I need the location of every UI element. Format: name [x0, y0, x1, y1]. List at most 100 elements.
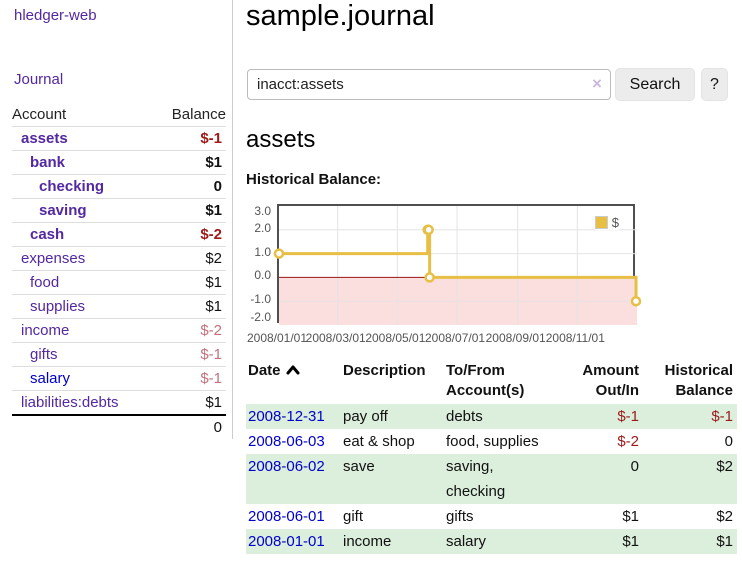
account-row: income $-2 [12, 318, 226, 342]
sidebar-account-link-supplies[interactable]: supplies [30, 298, 86, 315]
sidebar-account-link-income[interactable]: income [21, 322, 70, 339]
search-input[interactable] [247, 69, 611, 100]
account-row: supplies $1 [12, 294, 226, 318]
transaction-description: income [343, 533, 392, 550]
clear-search-icon[interactable]: × [592, 74, 602, 93]
register-col-date[interactable]: Date [246, 361, 343, 401]
x-tick-label: 2008/11/01 [545, 331, 605, 345]
register-col-balance: Historical Balance [664, 362, 733, 399]
sidebar-account-link-expenses[interactable]: expenses [21, 250, 86, 267]
transaction-date-link[interactable]: 2008-12-31 [248, 408, 325, 425]
sidebar-account-link-checking[interactable]: checking [39, 178, 105, 195]
transaction-accounts: gifts [446, 508, 474, 525]
accounts-col-account: Account [12, 106, 67, 123]
account-balance: $-2 [200, 226, 222, 243]
sidebar-item-journal[interactable]: Journal [14, 71, 64, 88]
account-balance: $-1 [200, 130, 222, 147]
transaction-date-link[interactable]: 2008-06-01 [248, 508, 325, 525]
accounts-col-balance: Balance [171, 106, 226, 123]
account-balance: $1 [205, 274, 222, 291]
transaction-accounts: debts [446, 408, 483, 425]
account-row: assets $-1 [12, 126, 226, 150]
y-tick-label: 1.0 [254, 244, 271, 259]
account-balance: $1 [205, 154, 222, 171]
account-row: saving $1 [12, 198, 226, 222]
accounts-total-value: 0 [213, 419, 222, 436]
transaction-amount: $-2 [617, 433, 639, 450]
account-balance: $-2 [200, 322, 222, 339]
accounts-table: Account Balance assets $-1 bank $1 checking 0… [12, 106, 226, 438]
x-tick-label: 2008/07/01 [424, 331, 486, 345]
transaction-date-link[interactable]: 2008-01-01 [248, 533, 325, 550]
chart-canvas [273, 206, 642, 325]
account-balance: $-1 [200, 370, 222, 387]
transaction-balance: 0 [724, 433, 733, 450]
transaction-accounts: food, supplies [446, 433, 539, 450]
chart-title: Historical Balance: [246, 171, 382, 188]
transaction-description: gift [343, 508, 364, 525]
sidebar-account-link-salary[interactable]: salary [30, 370, 71, 387]
account-row: cash $-2 [12, 222, 226, 246]
transaction-description: eat & shop [343, 433, 415, 450]
register-header-row: Date Description To/From Account(s) Amou… [246, 361, 737, 401]
sidebar-account-link-liabilities-debts[interactable]: liabilities:debts [21, 394, 119, 411]
y-tick-label: -2.0 [250, 310, 271, 324]
transaction-date-link[interactable]: 2008-06-02 [248, 458, 325, 475]
account-balance: $2 [205, 250, 222, 267]
transaction-description: save [343, 458, 375, 475]
x-tick-label: 2008/09/01 [485, 331, 546, 345]
register-row: 2008-06-01 gift gifts $1 $2 [246, 504, 737, 529]
historical-balance-chart: $ 3.0 2.0 1.0 0.0 -1.0 -2.0 2008/01/01 2008/03/… [245, 204, 715, 349]
sidebar-account-link-bank[interactable]: bank [30, 154, 66, 171]
page-title: sample.journal [246, 0, 435, 32]
transaction-description: pay off [343, 408, 388, 425]
account-heading: assets [246, 126, 316, 153]
sidebar-account-link-cash[interactable]: cash [30, 226, 65, 243]
legend-swatch-icon [594, 216, 608, 229]
chart-plot-area: $ [273, 204, 642, 325]
account-balance: $1 [205, 298, 222, 315]
transaction-accounts: saving, checking [446, 458, 506, 500]
sort-asc-icon [286, 365, 300, 375]
sidebar-account-link-food[interactable]: food [30, 274, 60, 291]
x-tick-label: 2008/03/01 [305, 331, 366, 345]
sidebar-account-link-saving[interactable]: saving [39, 202, 87, 219]
accounts-total-row: 0 [12, 414, 226, 438]
account-balance: 0 [213, 178, 222, 195]
chart-legend: $ [594, 215, 619, 230]
account-row: bank $1 [12, 150, 226, 174]
sidebar-account-link-gifts[interactable]: gifts [30, 346, 58, 363]
y-tick-label: 0.0 [254, 268, 271, 283]
y-tick-label: 3.0 [254, 204, 271, 218]
app-brand-link[interactable]: hledger-web [14, 7, 97, 24]
account-balance: $1 [205, 394, 222, 411]
y-tick-label: -1.0 [250, 292, 271, 307]
x-tick-label: 2008/05/01 [365, 331, 426, 345]
transaction-balance: $1 [716, 533, 733, 550]
help-button[interactable]: ? [701, 68, 728, 101]
search-button[interactable]: Search [615, 68, 695, 101]
register-row: 2008-01-01 income salary $1 $1 [246, 529, 737, 554]
account-row: expenses $2 [12, 246, 226, 270]
account-balance: $-1 [200, 346, 222, 363]
sidebar-account-link-assets[interactable]: assets [21, 130, 68, 147]
transaction-amount: $1 [622, 508, 639, 525]
transaction-balance: $2 [716, 508, 733, 525]
account-rows: assets $-1 bank $1 checking 0 saving $1 cash $-2 e… [12, 126, 226, 414]
transaction-amount: $-1 [617, 408, 639, 425]
register-col-description: Description [343, 362, 426, 379]
transaction-amount: $1 [622, 533, 639, 550]
account-row: checking 0 [12, 174, 226, 198]
transaction-balance: $2 [716, 458, 733, 475]
register-col-amount: Amount Out/In [582, 362, 639, 399]
account-row: gifts $-1 [12, 342, 226, 366]
register-row: 2008-12-31 pay off debts $-1 $-1 [246, 404, 737, 429]
account-row: food $1 [12, 270, 226, 294]
account-row: liabilities:debts $1 [12, 390, 226, 414]
sidebar: hledger-web Journal Account Balance asse… [0, 0, 233, 439]
transaction-balance: $-1 [711, 408, 733, 425]
register-rows: 2008-12-31 pay off debts $-1 $-1 2008-06-03 ea… [246, 404, 737, 554]
register-table: Date Description To/From Account(s) Amou… [246, 361, 737, 554]
transaction-date-link[interactable]: 2008-06-03 [248, 433, 325, 450]
register-row: 2008-06-02 save saving, checking 0 $2 [246, 454, 737, 504]
